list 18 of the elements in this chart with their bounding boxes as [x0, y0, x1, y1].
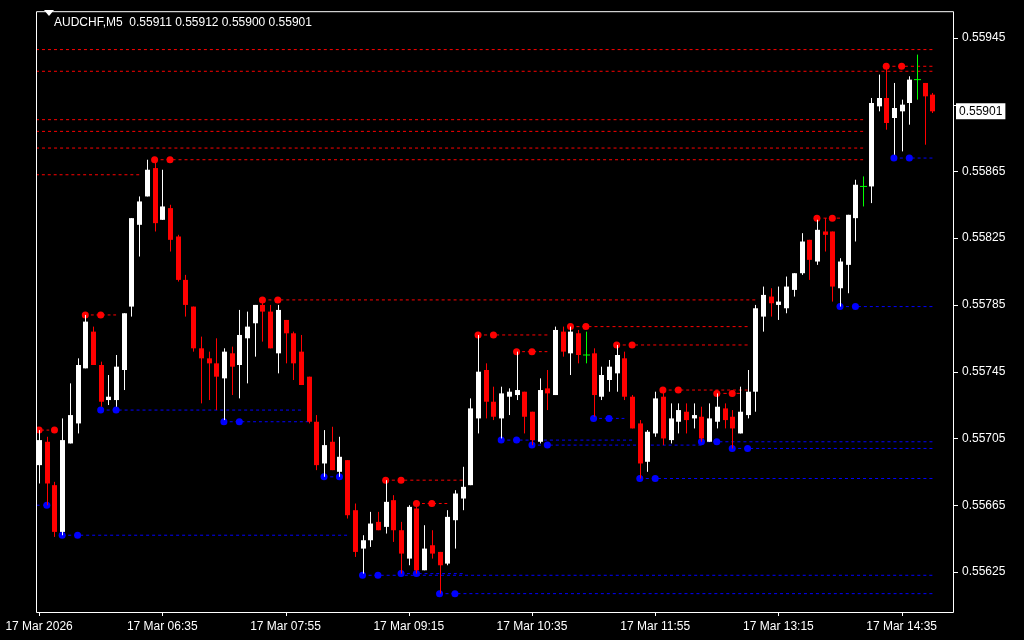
- x-tick-label: 17 Mar 06:35: [126, 618, 198, 633]
- y-tick-label: 0.55865: [962, 163, 1006, 178]
- y-tick-label: 0.55745: [962, 363, 1006, 378]
- y-tick-label: 0.55945: [962, 30, 1006, 45]
- chart-title: AUDCHF,M5 0.55911 0.55912 0.55900 0.55901: [54, 14, 313, 29]
- x-tick-label: 17 Mar 11:55: [620, 618, 691, 633]
- y-tick-label: 0.55665: [962, 497, 1006, 512]
- x-tick-label: 17 Mar 14:35: [866, 618, 938, 633]
- y-tick-label: 0.55825: [962, 230, 1006, 245]
- y-tick-label: 0.55705: [962, 430, 1006, 445]
- x-tick-label: 17 Mar 13:15: [743, 618, 815, 633]
- x-tick-label: 17 Mar 10:35: [496, 618, 568, 633]
- x-tick-label: 17 Mar 2026: [5, 618, 74, 633]
- y-tick-label: 0.55625: [962, 564, 1006, 579]
- x-tick-label: 17 Mar 09:15: [373, 618, 445, 633]
- y-tick-label: 0.55785: [962, 297, 1006, 312]
- text: 0.55901: [959, 103, 1003, 118]
- x-tick-label: 17 Mar 07:55: [250, 618, 322, 633]
